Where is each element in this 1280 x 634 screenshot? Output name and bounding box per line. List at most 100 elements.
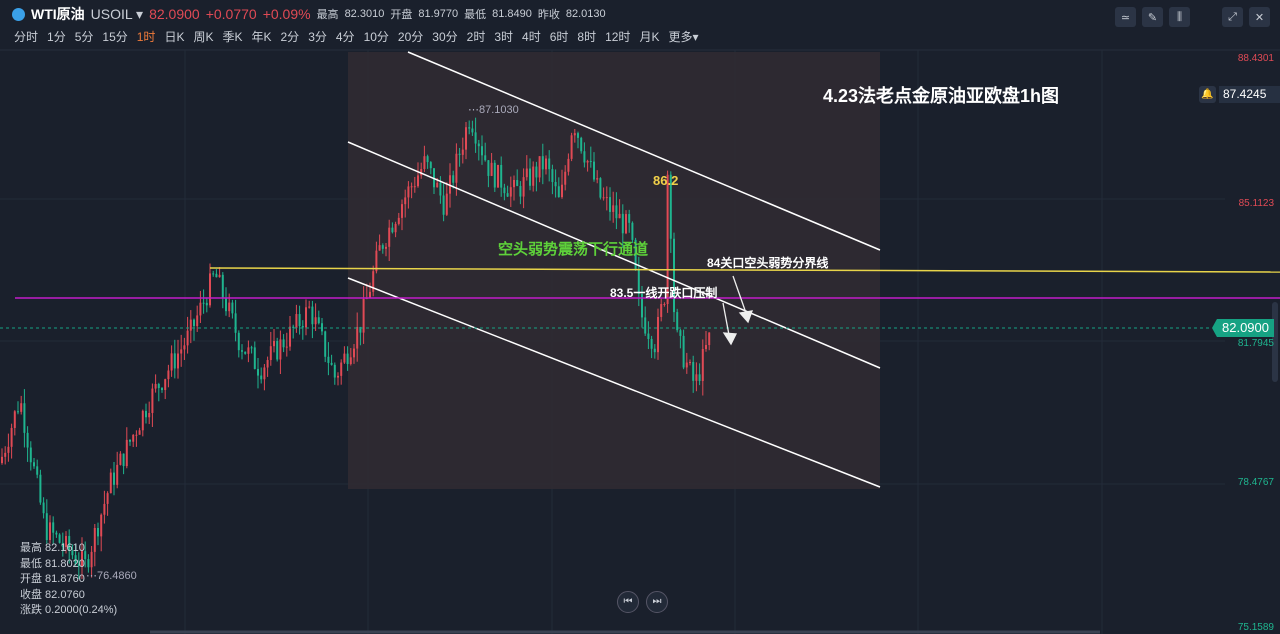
bell-icon[interactable]: 🔔 xyxy=(1199,86,1216,103)
candle-body xyxy=(333,364,336,378)
candle-body xyxy=(279,339,282,360)
candle-body xyxy=(519,185,522,197)
alert-price-label[interactable]: 87.4245 xyxy=(1219,86,1280,103)
symbol-code-dropdown[interactable]: USOIL ▾ xyxy=(90,5,144,22)
candle-body xyxy=(580,137,583,152)
candle-body xyxy=(289,326,291,347)
timeframe-tab[interactable]: 周K xyxy=(193,30,214,44)
timeframe-tab[interactable]: 日K xyxy=(164,30,185,44)
candle-body xyxy=(407,186,410,198)
timeframe-bar: 分时 1分 5分 15分 1时 日K 周K 季K 年K 2分 3分 4分 10分 20分 30分 2时 3时 4时… xyxy=(0,28,707,46)
low-value: 81.8490 xyxy=(492,8,532,20)
candle-body xyxy=(557,186,560,198)
candle-body xyxy=(503,187,506,194)
timeframe-tab[interactable]: 更多▾ xyxy=(668,30,699,44)
candle-body xyxy=(641,294,643,318)
channel-upper-line[interactable] xyxy=(407,51,881,251)
timeframe-tab[interactable]: 3分 xyxy=(308,30,327,44)
candle-body xyxy=(513,180,515,188)
candle-body xyxy=(631,222,634,240)
candle-body xyxy=(141,410,144,431)
candle-body xyxy=(212,273,215,275)
candle-body xyxy=(180,349,183,354)
symbol-name[interactable]: WTI原油 xyxy=(31,6,85,22)
candle-body xyxy=(599,178,602,198)
candle-body xyxy=(679,330,682,336)
high-label: 最高 xyxy=(316,9,339,21)
timeframe-tab[interactable]: 8时 xyxy=(577,30,597,44)
candle-body xyxy=(650,338,653,349)
timeframe-tab[interactable]: 季K xyxy=(222,30,243,44)
candle-body xyxy=(148,412,151,418)
timeframe-tab[interactable]: 1时 xyxy=(136,30,156,44)
expand-icon[interactable]: ⤢ xyxy=(1222,7,1243,27)
candle-body xyxy=(413,186,416,188)
timeframe-tab[interactable]: 年K xyxy=(251,30,272,44)
candle-body xyxy=(84,551,87,560)
close-icon[interactable]: ✕ xyxy=(1249,7,1270,27)
candle-body xyxy=(260,375,263,380)
axis-label: 78.4767 xyxy=(1237,477,1274,488)
candle-body xyxy=(426,156,429,163)
peak-label: 86.2 xyxy=(653,173,679,188)
candles xyxy=(1,117,711,579)
candle-body xyxy=(317,317,320,324)
candle-body xyxy=(68,536,71,551)
timeframe-tab[interactable]: 2时 xyxy=(466,30,486,44)
candle-body xyxy=(666,174,669,305)
candle-body xyxy=(468,127,471,129)
candle-body xyxy=(253,347,256,369)
candle-body xyxy=(637,269,640,295)
indicator-icon[interactable]: ≃ xyxy=(1115,7,1136,27)
timeframe-tab[interactable]: 3时 xyxy=(494,30,514,44)
axis-label: 75.1589 xyxy=(1237,622,1274,633)
candle-body xyxy=(605,197,608,199)
timeframe-tab[interactable]: 分时 xyxy=(14,30,39,44)
candle-body xyxy=(340,362,343,376)
timeframe-tab[interactable]: 10分 xyxy=(363,30,389,44)
candle-body xyxy=(545,158,547,170)
last-price: 82.0900 xyxy=(149,6,200,22)
candle-type-icon[interactable]: ⫼ xyxy=(1169,7,1190,27)
candle-body xyxy=(385,246,387,249)
timeframe-tab[interactable]: 4时 xyxy=(522,30,541,44)
candle-body xyxy=(17,411,19,413)
timeframe-tab[interactable]: 20分 xyxy=(397,30,424,44)
candle-body xyxy=(145,410,147,418)
candle-body xyxy=(362,298,365,333)
candle-body xyxy=(356,326,359,349)
candle-body xyxy=(509,187,512,197)
timeframe-tab[interactable]: 月K xyxy=(639,30,660,44)
draw-icon[interactable]: ✎ xyxy=(1142,7,1163,27)
candle-body xyxy=(209,273,211,306)
low-label: 最低 xyxy=(464,9,487,21)
candle-body xyxy=(657,316,659,353)
next-icon[interactable]: ⏭ xyxy=(646,591,668,613)
channel-lower-line[interactable] xyxy=(347,277,881,488)
timeframe-tab[interactable]: 2分 xyxy=(280,30,300,44)
channel-middle-line[interactable] xyxy=(347,141,881,369)
timeframe-tab[interactable]: 4分 xyxy=(335,30,355,44)
candle-body xyxy=(567,158,570,172)
timeframe-tab[interactable]: 12时 xyxy=(605,30,631,44)
candle-body xyxy=(493,162,496,188)
line84-label: 84关口空头弱势分界线 xyxy=(707,256,829,270)
timeframe-tab[interactable]: 5分 xyxy=(74,30,94,44)
open-value: 81.9770 xyxy=(418,8,459,20)
timeframe-tab[interactable]: 15分 xyxy=(102,30,128,44)
candle-body xyxy=(685,362,688,368)
line-84[interactable] xyxy=(209,267,1280,273)
candle-body xyxy=(285,346,288,348)
current-price-tag: 82.0900 xyxy=(1212,319,1274,337)
timeframe-tab[interactable]: 1分 xyxy=(47,30,66,44)
candle-body xyxy=(116,464,119,485)
candle-body xyxy=(241,350,243,352)
timeframe-tab[interactable]: 6时 xyxy=(549,30,569,44)
candle-body xyxy=(151,388,154,413)
candle-body xyxy=(97,528,99,537)
prev-icon[interactable]: ⏮ xyxy=(617,591,639,613)
candle-body xyxy=(573,133,576,136)
timeframe-tab[interactable]: 30分 xyxy=(432,30,458,44)
candle-body xyxy=(61,542,64,547)
